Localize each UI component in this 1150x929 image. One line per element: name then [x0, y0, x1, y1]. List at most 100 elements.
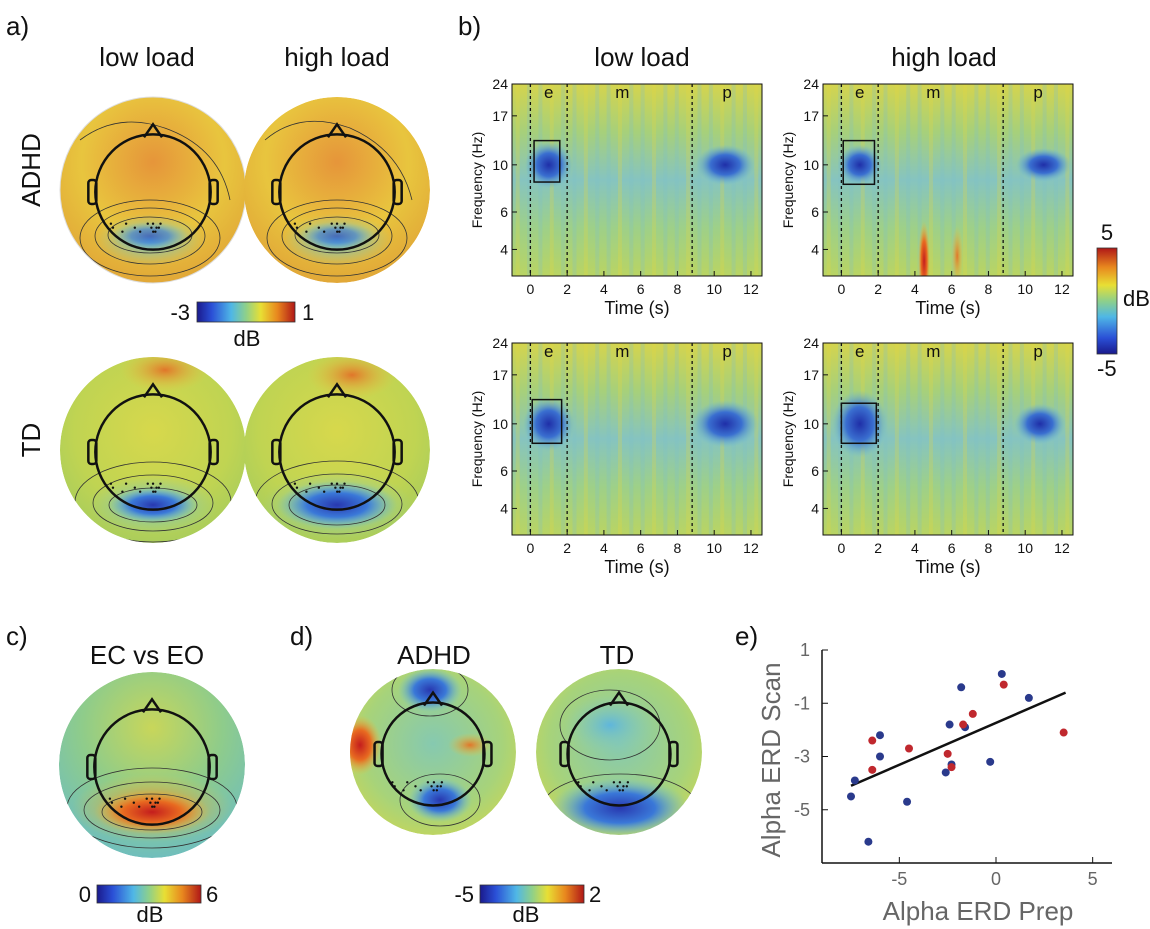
scatter-point: [947, 763, 956, 772]
tf-ylabel: Frequency (Hz): [780, 132, 796, 228]
scatter-plot: Alpha ERD Prep Alpha ERD Scan -5 0 5 1 -1 -3 -…: [756, 640, 1112, 926]
scatter-point: [868, 736, 877, 745]
scatter-ytick: 1: [800, 640, 810, 660]
topo-d-adhd: [350, 669, 516, 835]
tf-ytick: 24: [492, 76, 508, 92]
colorbar-a-min: -3: [170, 300, 190, 325]
tf-xtick: 6: [948, 281, 956, 297]
colorbar-a-unit: dB: [234, 326, 261, 351]
tf-xtick: 10: [1017, 540, 1033, 556]
panel-e-letter: e): [735, 621, 758, 651]
panel-a-title-high: high load: [284, 42, 390, 72]
tf-segment-p: p: [1033, 342, 1042, 361]
head-outline-d-adhd: [373, 690, 493, 807]
tf-segment-p: p: [722, 83, 731, 102]
tf-ytick: 4: [500, 241, 508, 257]
tf-segment-p: p: [1033, 83, 1042, 102]
tf-xtick: 0: [526, 540, 534, 556]
panel-c: c) EC vs EO 0 6 dB: [6, 621, 245, 927]
tf-segment-e: e: [855, 83, 864, 102]
scatter-point: [986, 757, 995, 766]
tf-xtick: 8: [985, 540, 993, 556]
tf-segment-m: m: [926, 83, 940, 102]
tf-ytick: 4: [811, 241, 819, 257]
tf-segment-e: e: [855, 342, 864, 361]
tf-xtick: 10: [706, 540, 722, 556]
colorbar-a: -3 1 dB: [170, 300, 314, 351]
tf-ytick: 10: [803, 416, 819, 432]
tf-ytick: 17: [803, 367, 819, 383]
scatter-point: [959, 720, 968, 729]
tf-xtick: 12: [1054, 281, 1070, 297]
scatter-point: [847, 792, 855, 801]
topo-ec-vs-eo: [59, 672, 245, 858]
head-outline-a-td-high: [271, 382, 403, 511]
panel-e: e) Alpha ERD Prep Alpha ERD Scan -5 0 5 1 -1…: [735, 621, 1112, 926]
panel-a-title-low: low load: [99, 42, 194, 72]
tf-ylabel: Frequency (Hz): [469, 132, 485, 228]
tf-xlabel: Time (s): [915, 557, 980, 577]
scatter-point: [876, 752, 884, 761]
tf-ytick: 4: [500, 500, 508, 516]
colorbar-d: -5 2 dB: [454, 882, 601, 927]
scatter-fit-line: [850, 691, 1067, 787]
tf-ytick: 6: [500, 463, 508, 479]
scatter-point: [945, 720, 954, 729]
tf-xtick: 6: [637, 540, 645, 556]
tf-segment-p: p: [722, 342, 731, 361]
tf-xtick: 0: [837, 540, 845, 556]
head-outlines: [86, 122, 679, 826]
colorbar-c: 0 6 dB: [79, 882, 219, 927]
scatter-ylabel: Alpha ERD Scan: [756, 662, 786, 857]
tf-ytick: 10: [492, 157, 508, 173]
tf-ytick: 24: [803, 335, 819, 351]
tf-ytick: 6: [811, 204, 819, 220]
topo-td-low: [60, 357, 246, 543]
tf-xtick: 0: [526, 281, 534, 297]
colorbar-c-max: 6: [206, 882, 218, 907]
panel-c-title: EC vs EO: [90, 640, 204, 670]
colorbar-d-unit: dB: [513, 902, 540, 927]
tf-ylabel: Frequency (Hz): [780, 391, 796, 487]
scatter-point: [1059, 728, 1068, 737]
scatter-ytick: -3: [794, 747, 810, 767]
colorbar-b-max: 5: [1101, 220, 1113, 245]
scatter-point: [905, 744, 913, 753]
panel-b-title-low: low load: [594, 42, 689, 72]
panel-a-row-td: TD: [16, 423, 46, 458]
tf-xtick: 8: [674, 281, 682, 297]
head-outline-a-adhd-low: [87, 122, 219, 251]
tf-xtick: 12: [743, 540, 759, 556]
tf-ytick: 24: [492, 335, 508, 351]
head-outline-d-td: [559, 690, 679, 807]
scatter-point: [999, 680, 1008, 689]
tf-segment-m: m: [926, 342, 940, 361]
colorbar-a-max: 1: [302, 300, 314, 325]
panel-c-letter: c): [6, 621, 28, 651]
tf-ytick: 17: [803, 108, 819, 124]
head-outline-c: [86, 697, 218, 826]
colorbar-c-unit: dB: [137, 902, 164, 927]
tf-segment-m: m: [615, 83, 629, 102]
panel-a: a) low load high load ADHD TD: [6, 11, 430, 543]
colorbar-c-min: 0: [79, 882, 91, 907]
head-outline-a-td-low: [87, 382, 219, 511]
scatter-xtick: 0: [991, 869, 1001, 889]
head-outline-a-adhd-high: [271, 122, 403, 251]
tf-xtick: 2: [874, 281, 882, 297]
scatter-point: [868, 765, 877, 774]
tf-xtick: 8: [985, 281, 993, 297]
scatter-point: [850, 776, 859, 785]
topo-adhd-high: [244, 97, 430, 283]
tf-xtick: 8: [674, 540, 682, 556]
panel-d: d) ADHD TD -5: [290, 621, 702, 927]
scatter-point: [864, 837, 873, 846]
tf-ylabel: Frequency (Hz): [469, 391, 485, 487]
panel-a-letter: a): [6, 11, 29, 41]
scatter-xtick: -5: [891, 869, 907, 889]
